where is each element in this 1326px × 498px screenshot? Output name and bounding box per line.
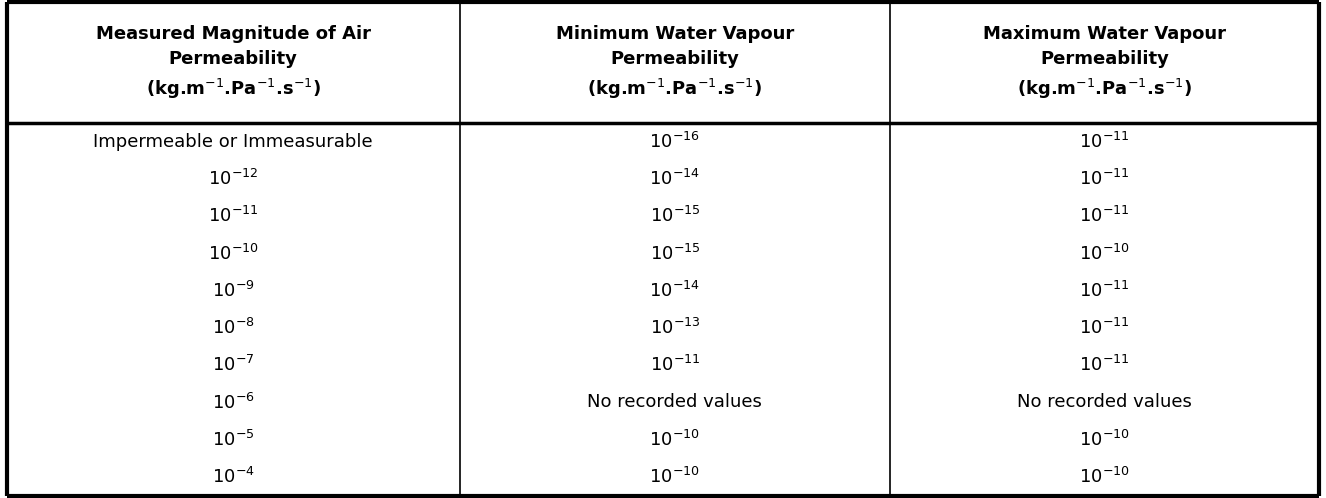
Text: $10^{-9}$: $10^{-9}$ [212,281,255,301]
Bar [890,347,1319,384]
Text: $10^{-11}$: $10^{-11}$ [1079,132,1130,152]
Text: $10^{-14}$: $10^{-14}$ [650,169,700,189]
Text: $10^{-15}$: $10^{-15}$ [650,244,700,263]
Bar [460,272,890,309]
Bar [7,458,460,496]
Bar [890,309,1319,347]
Text: Maximum Water Vapour
Permeability
(kg.m$^{-1}$.Pa$^{-1}$.s$^{-1}$): Maximum Water Vapour Permeability (kg.m$… [984,25,1227,101]
Bar [7,272,460,309]
Bar [890,421,1319,458]
Bar [460,347,890,384]
Text: $10^{-10}$: $10^{-10}$ [1079,467,1130,487]
Bar [7,124,460,160]
Bar [460,458,890,496]
Bar [460,384,890,421]
Bar [890,198,1319,235]
Bar [7,421,460,458]
Text: $10^{-11}$: $10^{-11}$ [1079,281,1130,301]
Bar [460,421,890,458]
Bar [7,384,460,421]
Text: $10^{-15}$: $10^{-15}$ [650,206,700,227]
Text: Minimum Water Vapour
Permeability
(kg.m$^{-1}$.Pa$^{-1}$.s$^{-1}$): Minimum Water Vapour Permeability (kg.m$… [556,25,794,101]
Text: $10^{-10}$: $10^{-10}$ [650,467,700,487]
Text: $10^{-10}$: $10^{-10}$ [1079,430,1130,450]
Bar [7,235,460,272]
Text: $10^{-11}$: $10^{-11}$ [1079,355,1130,375]
Text: Measured Magnitude of Air
Permeability
(kg.m$^{-1}$.Pa$^{-1}$.s$^{-1}$): Measured Magnitude of Air Permeability (… [95,25,370,101]
Text: $10^{-11}$: $10^{-11}$ [1079,206,1130,227]
Text: $10^{-10}$: $10^{-10}$ [1079,244,1130,263]
Text: $10^{-11}$: $10^{-11}$ [208,206,259,227]
Text: $10^{-11}$: $10^{-11}$ [1079,169,1130,189]
Text: $10^{-16}$: $10^{-16}$ [650,132,700,152]
Bar [7,198,460,235]
Text: $10^{-14}$: $10^{-14}$ [650,281,700,301]
Text: $10^{-11}$: $10^{-11}$ [1079,318,1130,338]
Bar [460,124,890,160]
Bar [890,124,1319,160]
Bar [7,160,460,198]
Bar [890,458,1319,496]
Text: $10^{-10}$: $10^{-10}$ [650,430,700,450]
Text: Impermeable or Immeasurable: Impermeable or Immeasurable [93,133,373,151]
Text: $10^{-7}$: $10^{-7}$ [212,355,255,375]
Bar [460,309,890,347]
Bar [890,384,1319,421]
Text: $10^{-8}$: $10^{-8}$ [212,318,255,338]
Bar [890,235,1319,272]
Bar [460,160,890,198]
Text: $10^{-12}$: $10^{-12}$ [208,169,259,189]
Text: $10^{-4}$: $10^{-4}$ [212,467,255,487]
Text: No recorded values: No recorded values [1017,393,1192,411]
Text: $10^{-13}$: $10^{-13}$ [650,318,700,338]
Text: $10^{-5}$: $10^{-5}$ [212,430,255,450]
Text: No recorded values: No recorded values [587,393,762,411]
Bar [460,235,890,272]
Bar [460,198,890,235]
Text: $10^{-6}$: $10^{-6}$ [212,392,255,412]
Text: $10^{-11}$: $10^{-11}$ [650,355,700,375]
Bar [7,347,460,384]
Text: $10^{-10}$: $10^{-10}$ [208,244,259,263]
Bar [890,272,1319,309]
Bar [7,309,460,347]
Bar [890,160,1319,198]
